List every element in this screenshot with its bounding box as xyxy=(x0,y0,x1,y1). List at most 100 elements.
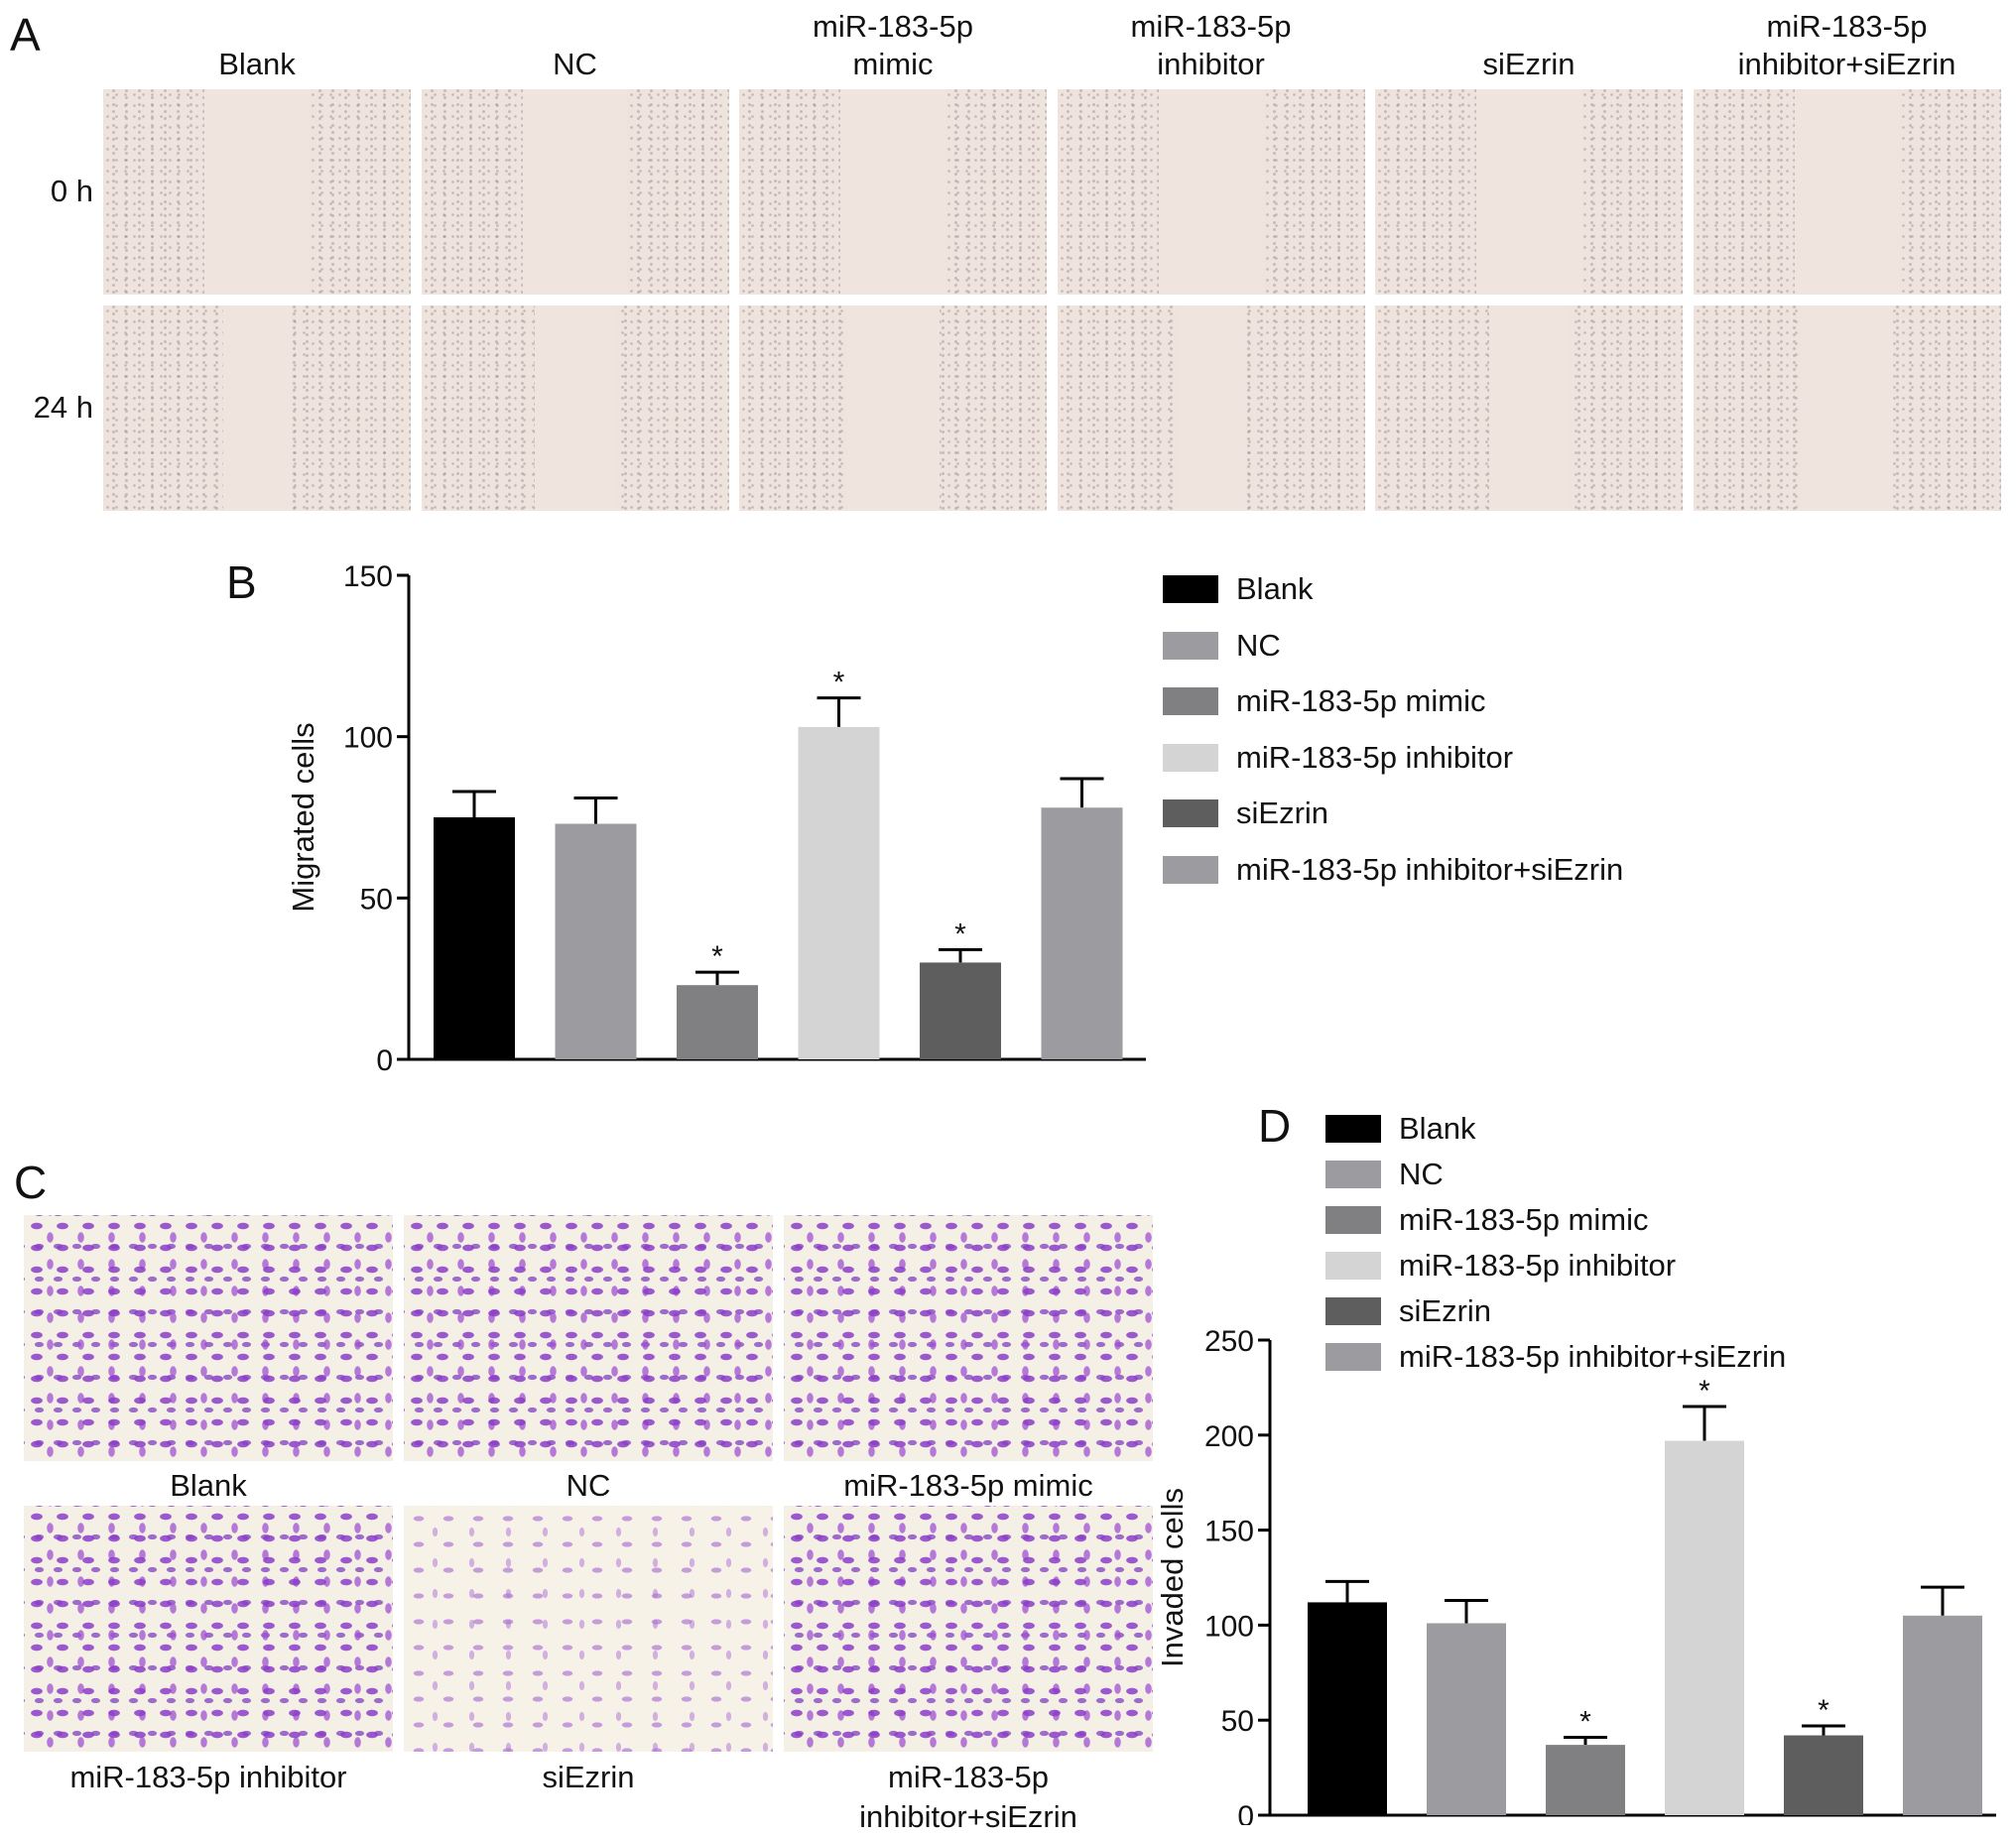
scratch-assay-image xyxy=(1057,306,1365,511)
panel-d-letter: D xyxy=(1258,1100,1292,1152)
legend-swatch xyxy=(1325,1343,1381,1371)
legend-swatch xyxy=(1163,575,1218,603)
transwell-label: Blank xyxy=(170,1468,247,1503)
scratch-assay-image xyxy=(1375,89,1683,295)
legend-swatch xyxy=(1325,1297,1381,1325)
legend-label: miR-183-5p inhibitor+siEzrin xyxy=(1399,1339,1787,1374)
scratch-row-label: 0 h xyxy=(50,173,93,208)
y-tick-label: 150 xyxy=(1204,1516,1254,1548)
legend-swatch xyxy=(1163,743,1218,772)
bar-siezrin xyxy=(1784,1735,1863,1815)
scratch-wound-gap xyxy=(522,89,628,295)
significance-marker: * xyxy=(1579,1705,1591,1738)
legend-label: siEzrin xyxy=(1399,1293,1492,1328)
y-tick-label: 0 xyxy=(1237,1800,1254,1825)
bar-mir-183-5p-inhibitor xyxy=(1665,1440,1744,1815)
migration-bar-chart: 0 50 100 150 Migrated cells * * * xyxy=(286,560,1146,1077)
significance-marker: * xyxy=(1818,1694,1829,1727)
scratch-assay-image xyxy=(1693,306,2001,511)
scratch-assay-image xyxy=(1693,89,2001,295)
bar-mir-183-5p-inhibitor-siezrin xyxy=(1903,1615,1982,1815)
legend-swatch xyxy=(1163,687,1218,715)
transwell-image xyxy=(24,1506,393,1752)
bar-mir-183-5p-mimic xyxy=(677,985,758,1059)
y-tick-label: 100 xyxy=(343,722,393,755)
y-axis-label: Migrated cells xyxy=(286,722,320,912)
bar-blank xyxy=(434,817,515,1059)
scratch-wound-gap xyxy=(222,306,292,511)
scratch-wound-gap xyxy=(1801,306,1893,511)
transwell-label: miR-183-5p inhibitor xyxy=(69,1760,347,1794)
y-tick-label: 200 xyxy=(1204,1420,1254,1453)
bar-nc xyxy=(555,823,637,1059)
y-axis-label: Invaded cells xyxy=(1155,1488,1190,1667)
scratch-column-label: NC xyxy=(553,47,597,81)
bar-nc xyxy=(1427,1623,1506,1815)
legend-label: miR-183-5p inhibitor xyxy=(1399,1248,1677,1283)
scratch-assay-image xyxy=(739,89,1047,295)
panel-a-letter: A xyxy=(10,9,41,61)
panel-c-letter: C xyxy=(14,1157,48,1208)
transwell-label: NC xyxy=(566,1468,611,1503)
scratch-assay-image xyxy=(103,306,411,511)
scratch-wound-gap xyxy=(1794,89,1900,295)
transwell-image xyxy=(404,1215,773,1461)
y-tick-label: 50 xyxy=(1221,1705,1254,1738)
scratch-assay-image xyxy=(103,89,411,295)
scratch-wound-gap xyxy=(846,306,940,511)
significance-marker: * xyxy=(833,667,845,699)
scratch-column-label: Blank xyxy=(218,47,296,81)
legend-label: Blank xyxy=(1399,1111,1476,1146)
y-tick-label: 150 xyxy=(343,560,393,593)
legend-label: siEzrin xyxy=(1236,796,1329,830)
transwell-label: siEzrin xyxy=(542,1760,635,1794)
scratch-assay-image xyxy=(1057,89,1365,295)
invasion-bar-chart: 0 50 100 150 200 250 Invaded cells * * * xyxy=(1155,1325,1996,1825)
transwell-image xyxy=(784,1215,1153,1461)
legend-label: miR-183-5p mimic xyxy=(1399,1202,1649,1237)
scratch-wound-gap xyxy=(535,306,615,511)
scratch-wound-gap xyxy=(1488,306,1570,511)
legend-swatch xyxy=(1325,1252,1381,1280)
transwell-image xyxy=(24,1215,393,1461)
scratch-wound-gap xyxy=(204,89,310,295)
scratch-wound-gap xyxy=(840,89,945,295)
legend-label: NC xyxy=(1399,1157,1444,1191)
bar-mir-183-5p-inhibitor-siezrin xyxy=(1041,807,1123,1059)
bar-blank xyxy=(1308,1602,1387,1815)
scratch-assay-image xyxy=(421,306,729,511)
y-tick-label: 100 xyxy=(1204,1610,1254,1643)
scratch-wound-gap xyxy=(1476,89,1581,295)
legend-swatch xyxy=(1163,631,1218,660)
transwell-label: miR-183-5p inhibitor+siEzrin xyxy=(859,1760,1077,1834)
legend-swatch xyxy=(1163,799,1218,827)
scratch-column-label: miR-183-5p inhibitor+siEzrin xyxy=(1737,9,1956,81)
legend-swatch xyxy=(1163,855,1218,884)
legend-swatch xyxy=(1325,1161,1381,1188)
scratch-column-label: miR-183-5p mimic xyxy=(813,9,973,81)
scratch-assay-image xyxy=(421,89,729,295)
legend-label: miR-183-5p mimic xyxy=(1236,683,1486,718)
transwell-label: miR-183-5p mimic xyxy=(843,1468,1093,1503)
significance-marker: * xyxy=(1699,1375,1710,1408)
legend-label: miR-183-5p inhibitor+siEzrin xyxy=(1236,851,1624,887)
panel-b-letter: B xyxy=(226,556,257,608)
bar-siezrin xyxy=(920,962,1001,1059)
significance-marker: * xyxy=(711,940,723,973)
scratch-wound-gap xyxy=(1177,306,1245,511)
significance-marker: * xyxy=(954,918,966,950)
y-tick-label: 0 xyxy=(376,1044,393,1077)
transwell-image xyxy=(404,1506,773,1752)
y-tick-label: 250 xyxy=(1204,1325,1254,1358)
bar-mir-183-5p-inhibitor xyxy=(798,726,880,1059)
legend-label: miR-183-5p inhibitor xyxy=(1236,739,1514,775)
scratch-assay-image xyxy=(739,306,1047,511)
legend-label: NC xyxy=(1236,627,1281,663)
legend-label: Blank xyxy=(1236,571,1314,606)
scratch-row-label: 24 h xyxy=(33,389,93,425)
scratch-column-label: siEzrin xyxy=(1482,47,1575,81)
legend-swatch xyxy=(1325,1206,1381,1234)
bar-mir-183-5p-mimic xyxy=(1546,1745,1625,1815)
y-tick-label: 50 xyxy=(360,883,393,916)
scratch-wound-gap xyxy=(1158,89,1264,295)
